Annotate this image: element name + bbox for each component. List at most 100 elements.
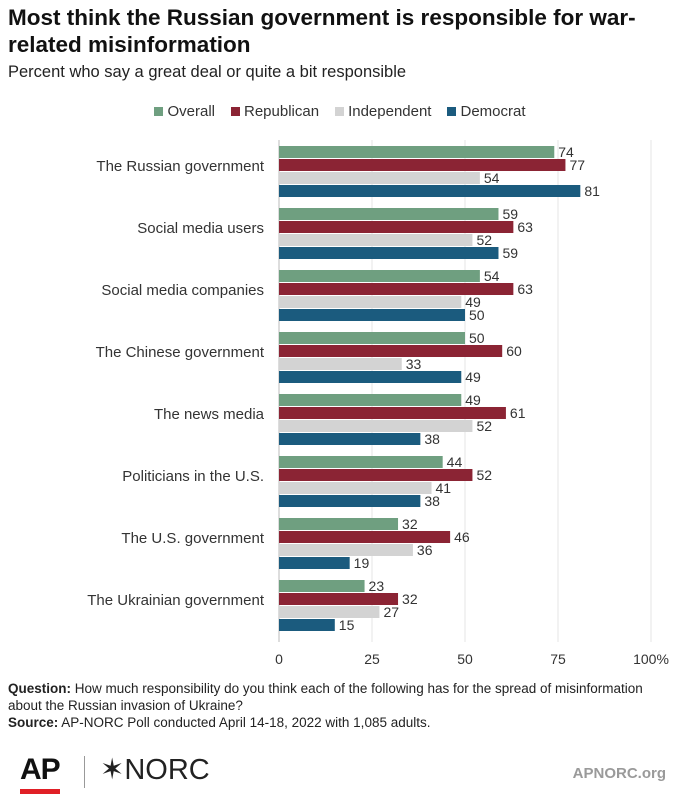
data-label: 44 bbox=[447, 454, 463, 470]
category-label: Social media users bbox=[137, 220, 264, 237]
bar-democrat bbox=[279, 185, 581, 197]
data-label: 38 bbox=[424, 431, 440, 447]
data-label: 38 bbox=[424, 493, 440, 509]
bar-republican bbox=[279, 221, 514, 233]
data-label: 54 bbox=[484, 268, 500, 284]
legend: Overall Republican Independent Democrat bbox=[0, 103, 680, 120]
legend-label: Overall bbox=[167, 103, 215, 120]
legend-item-republican: Republican bbox=[231, 103, 319, 120]
bar-overall bbox=[279, 518, 399, 530]
data-label: 63 bbox=[517, 281, 533, 297]
bar-republican bbox=[279, 593, 399, 605]
category-label: The Russian government bbox=[96, 158, 264, 175]
x-tick-label: 50 bbox=[457, 651, 473, 667]
x-tick-label: 0 bbox=[275, 651, 283, 667]
data-label: 32 bbox=[402, 516, 418, 532]
data-label: 32 bbox=[402, 591, 418, 607]
bar-independent bbox=[279, 234, 473, 246]
bar-independent bbox=[279, 172, 480, 184]
legend-swatch bbox=[447, 107, 457, 116]
data-label: 52 bbox=[476, 418, 492, 434]
category-label: The news media bbox=[154, 406, 265, 423]
data-label: 49 bbox=[465, 369, 481, 385]
category-label: Politicians in the U.S. bbox=[122, 468, 264, 485]
x-tick-label: 100% bbox=[633, 651, 669, 667]
x-tick-label: 25 bbox=[364, 651, 380, 667]
bar-republican bbox=[279, 159, 566, 171]
bar-overall bbox=[279, 332, 465, 344]
legend-label: Republican bbox=[244, 103, 320, 120]
category-label: The Ukrainian government bbox=[87, 592, 265, 609]
bar-democrat bbox=[279, 433, 421, 445]
bar-republican bbox=[279, 283, 514, 295]
site-link[interactable]: APNORC.org bbox=[572, 765, 666, 782]
bar-independent bbox=[279, 544, 413, 556]
legend-swatch bbox=[335, 107, 345, 116]
data-label: 52 bbox=[476, 232, 492, 248]
data-label: 49 bbox=[465, 392, 481, 408]
legend-label: Democrat bbox=[460, 103, 526, 120]
data-label: 15 bbox=[339, 617, 355, 633]
footer-divider bbox=[84, 756, 85, 788]
bar-overall bbox=[279, 270, 480, 282]
notes: Question: How much responsibility do you… bbox=[8, 680, 672, 731]
category-label: The U.S. government bbox=[121, 530, 264, 547]
bar-democrat bbox=[279, 619, 335, 631]
source-label: Source: bbox=[8, 715, 59, 730]
category-label: The Chinese government bbox=[96, 344, 265, 361]
data-label: 63 bbox=[517, 219, 533, 235]
bar-democrat bbox=[279, 495, 421, 507]
chart-subtitle: Percent who say a great deal or quite a … bbox=[8, 63, 407, 81]
data-label: 27 bbox=[383, 604, 399, 620]
question-text: How much responsibility do you think eac… bbox=[8, 681, 643, 713]
bar-republican bbox=[279, 345, 503, 357]
bar-overall bbox=[279, 394, 462, 406]
legend-item-democrat: Democrat bbox=[447, 103, 526, 120]
data-label: 77 bbox=[569, 157, 585, 173]
norc-logo: ✶NORC bbox=[100, 752, 210, 787]
data-label: 52 bbox=[476, 467, 492, 483]
data-label: 60 bbox=[506, 343, 522, 359]
bar-overall bbox=[279, 456, 443, 468]
data-label: 36 bbox=[417, 542, 433, 558]
bar-republican bbox=[279, 531, 451, 543]
data-label: 74 bbox=[558, 144, 574, 160]
category-label: Social media companies bbox=[101, 282, 264, 299]
legend-swatch bbox=[231, 107, 240, 116]
norc-star-icon: ✶ bbox=[100, 754, 125, 786]
question-note: Question: How much responsibility do you… bbox=[8, 680, 672, 714]
norc-logo-text: NORC bbox=[124, 754, 210, 786]
bar-overall bbox=[279, 208, 499, 220]
data-label: 23 bbox=[369, 578, 385, 594]
data-label: 59 bbox=[502, 206, 518, 222]
data-label: 81 bbox=[584, 183, 600, 199]
ap-logo: AP bbox=[20, 753, 61, 786]
legend-item-independent: Independent bbox=[335, 103, 431, 120]
bar-republican bbox=[279, 407, 506, 419]
bar-democrat bbox=[279, 371, 462, 383]
data-label: 19 bbox=[354, 555, 370, 571]
bar-democrat bbox=[279, 247, 499, 259]
bar-independent bbox=[279, 420, 473, 432]
data-label: 50 bbox=[469, 307, 485, 323]
legend-item-overall: Overall bbox=[154, 103, 215, 120]
question-label: Question: bbox=[8, 681, 71, 696]
bar-independent bbox=[279, 482, 432, 494]
bar-independent bbox=[279, 296, 462, 308]
bar-democrat bbox=[279, 557, 350, 569]
source-text: AP-NORC Poll conducted April 14-18, 2022… bbox=[61, 715, 431, 730]
data-label: 33 bbox=[406, 356, 422, 372]
bar-overall bbox=[279, 146, 555, 158]
data-label: 61 bbox=[510, 405, 526, 421]
data-label: 46 bbox=[454, 529, 470, 545]
data-label: 54 bbox=[484, 170, 500, 186]
chart-title: Most think the Russian government is res… bbox=[8, 5, 636, 57]
data-label: 59 bbox=[502, 245, 518, 261]
legend-label: Independent bbox=[348, 103, 432, 120]
ap-logo-bar bbox=[20, 789, 60, 794]
bar-independent bbox=[279, 358, 402, 370]
bar-democrat bbox=[279, 309, 465, 321]
data-label: 50 bbox=[469, 330, 485, 346]
bar-independent bbox=[279, 606, 380, 618]
